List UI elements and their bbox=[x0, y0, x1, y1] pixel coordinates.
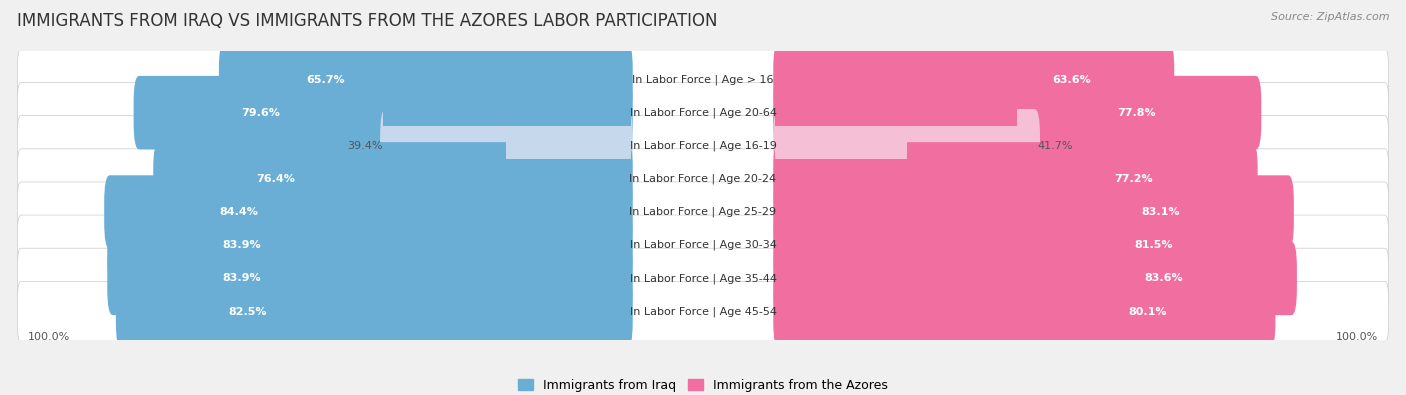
Bar bbox=[384, 99, 631, 126]
Text: 81.5%: 81.5% bbox=[1135, 240, 1173, 250]
Text: 100.0%: 100.0% bbox=[1336, 332, 1378, 342]
Bar bbox=[775, 166, 1015, 192]
Text: In Labor Force | Age 45-54: In Labor Force | Age 45-54 bbox=[630, 306, 776, 317]
FancyBboxPatch shape bbox=[107, 242, 633, 315]
FancyBboxPatch shape bbox=[153, 142, 633, 216]
Text: In Labor Force | Age 30-34: In Labor Force | Age 30-34 bbox=[630, 240, 776, 250]
FancyBboxPatch shape bbox=[773, 175, 1294, 249]
Legend: Immigrants from Iraq, Immigrants from the Azores: Immigrants from Iraq, Immigrants from th… bbox=[513, 374, 893, 395]
Text: 79.6%: 79.6% bbox=[242, 108, 281, 118]
FancyBboxPatch shape bbox=[17, 248, 1389, 308]
Bar bbox=[775, 99, 1018, 126]
Bar bbox=[775, 199, 1033, 226]
FancyBboxPatch shape bbox=[17, 149, 1389, 209]
FancyBboxPatch shape bbox=[107, 209, 633, 282]
Bar bbox=[775, 66, 974, 93]
Text: 76.4%: 76.4% bbox=[256, 174, 295, 184]
FancyBboxPatch shape bbox=[773, 76, 1261, 149]
Bar bbox=[775, 298, 1025, 325]
Text: 77.8%: 77.8% bbox=[1118, 108, 1156, 118]
FancyBboxPatch shape bbox=[219, 43, 633, 116]
Text: In Labor Force | Age 20-64: In Labor Force | Age 20-64 bbox=[630, 107, 776, 118]
Text: In Labor Force | Age 20-24: In Labor Force | Age 20-24 bbox=[630, 174, 776, 184]
Text: In Labor Force | Age 35-44: In Labor Force | Age 35-44 bbox=[630, 273, 776, 284]
Text: In Labor Force | Age > 16: In Labor Force | Age > 16 bbox=[633, 74, 773, 85]
Bar bbox=[368, 199, 631, 226]
Bar bbox=[775, 265, 1035, 292]
Bar bbox=[426, 66, 631, 93]
FancyBboxPatch shape bbox=[104, 175, 633, 249]
Bar bbox=[394, 166, 631, 192]
FancyBboxPatch shape bbox=[773, 109, 1040, 182]
FancyBboxPatch shape bbox=[17, 215, 1389, 275]
Text: 82.5%: 82.5% bbox=[229, 307, 267, 316]
Bar bbox=[374, 298, 631, 325]
FancyBboxPatch shape bbox=[773, 142, 1257, 216]
FancyBboxPatch shape bbox=[17, 83, 1389, 143]
FancyBboxPatch shape bbox=[773, 43, 1174, 116]
Bar bbox=[775, 231, 1029, 259]
Bar bbox=[506, 132, 631, 160]
FancyBboxPatch shape bbox=[773, 242, 1296, 315]
Text: 80.1%: 80.1% bbox=[1128, 307, 1167, 316]
Text: 39.4%: 39.4% bbox=[347, 141, 382, 151]
Text: 77.2%: 77.2% bbox=[1115, 174, 1153, 184]
Bar bbox=[370, 231, 631, 259]
FancyBboxPatch shape bbox=[17, 116, 1389, 176]
FancyBboxPatch shape bbox=[773, 209, 1284, 282]
Text: IMMIGRANTS FROM IRAQ VS IMMIGRANTS FROM THE AZORES LABOR PARTICIPATION: IMMIGRANTS FROM IRAQ VS IMMIGRANTS FROM … bbox=[17, 12, 717, 30]
FancyBboxPatch shape bbox=[380, 109, 633, 182]
Text: In Labor Force | Age 16-19: In Labor Force | Age 16-19 bbox=[630, 141, 776, 151]
Text: 84.4%: 84.4% bbox=[219, 207, 259, 217]
Bar bbox=[775, 132, 907, 160]
FancyBboxPatch shape bbox=[17, 49, 1389, 110]
Text: 41.7%: 41.7% bbox=[1038, 141, 1073, 151]
Text: 83.9%: 83.9% bbox=[222, 240, 260, 250]
FancyBboxPatch shape bbox=[115, 275, 633, 348]
Bar bbox=[370, 265, 631, 292]
Text: In Labor Force | Age 25-29: In Labor Force | Age 25-29 bbox=[630, 207, 776, 217]
Text: 83.9%: 83.9% bbox=[222, 273, 260, 283]
Text: Source: ZipAtlas.com: Source: ZipAtlas.com bbox=[1271, 12, 1389, 22]
FancyBboxPatch shape bbox=[17, 281, 1389, 342]
Text: 83.6%: 83.6% bbox=[1144, 273, 1182, 283]
Text: 63.6%: 63.6% bbox=[1052, 75, 1091, 85]
FancyBboxPatch shape bbox=[17, 182, 1389, 242]
Text: 100.0%: 100.0% bbox=[28, 332, 70, 342]
Text: 83.1%: 83.1% bbox=[1142, 207, 1180, 217]
FancyBboxPatch shape bbox=[773, 275, 1275, 348]
Text: 65.7%: 65.7% bbox=[305, 75, 344, 85]
FancyBboxPatch shape bbox=[134, 76, 633, 149]
